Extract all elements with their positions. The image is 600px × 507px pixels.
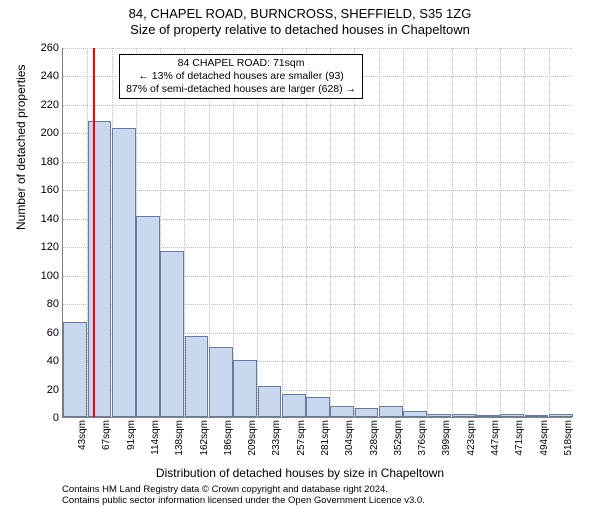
attribution-line1: Contains HM Land Registry data © Crown c… <box>62 484 425 495</box>
histogram-bar <box>403 411 427 417</box>
xtick-label: 376sqm <box>417 420 428 456</box>
histogram-bar <box>233 360 257 417</box>
gridline-v <box>427 48 428 417</box>
histogram-bar <box>379 406 403 417</box>
xtick-label: 91sqm <box>126 420 137 450</box>
ytick-label: 80 <box>47 298 59 310</box>
histogram-bar <box>500 414 524 417</box>
plot-region: 02040608010012014016018020022024026043sq… <box>62 48 572 418</box>
annotation-box: 84 CHAPEL ROAD: 71sqm← 13% of detached h… <box>119 54 363 99</box>
ytick-label: 200 <box>41 127 59 139</box>
ytick-label: 20 <box>47 384 59 396</box>
gridline-v <box>500 48 501 417</box>
annotation-line1: 84 CHAPEL ROAD: 71sqm <box>126 57 356 70</box>
gridline-v <box>330 48 331 417</box>
ytick-label: 120 <box>41 241 59 253</box>
histogram-bar <box>282 394 306 417</box>
attribution-line2: Contains public sector information licen… <box>62 495 425 506</box>
ytick-label: 60 <box>47 327 59 339</box>
histogram-bar <box>136 216 160 417</box>
chart-title-address: 84, CHAPEL ROAD, BURNCROSS, SHEFFIELD, S… <box>0 6 600 21</box>
ytick-label: 220 <box>41 99 59 111</box>
ytick-label: 100 <box>41 270 59 282</box>
gridline-h <box>63 105 572 106</box>
gridline-v <box>257 48 258 417</box>
gridline-h <box>63 133 572 134</box>
histogram-bar <box>549 414 573 417</box>
xtick-label: 281sqm <box>320 420 331 456</box>
plot-area: 02040608010012014016018020022024026043sq… <box>62 48 572 418</box>
xtick-label: 162sqm <box>199 420 210 456</box>
xtick-label: 494sqm <box>539 420 550 456</box>
histogram-bar <box>185 336 209 417</box>
ytick-label: 40 <box>47 355 59 367</box>
histogram-bar <box>452 414 476 417</box>
histogram-bar <box>160 251 184 418</box>
xtick-label: 423sqm <box>466 420 477 456</box>
gridline-v <box>354 48 355 417</box>
ytick-label: 160 <box>41 184 59 196</box>
gridline-h <box>63 162 572 163</box>
xtick-label: 304sqm <box>344 420 355 456</box>
xtick-label: 328sqm <box>369 420 380 456</box>
property-size-chart: 84, CHAPEL ROAD, BURNCROSS, SHEFFIELD, S… <box>0 0 600 500</box>
gridline-v <box>282 48 283 417</box>
annotation-line3: 87% of semi-detached houses are larger (… <box>126 83 356 96</box>
histogram-bar <box>476 415 500 417</box>
histogram-bar <box>88 121 112 417</box>
gridline-h <box>63 190 572 191</box>
xtick-label: 399sqm <box>441 420 452 456</box>
gridline-h <box>63 48 572 49</box>
xtick-label: 471sqm <box>514 420 525 456</box>
gridline-v <box>452 48 453 417</box>
xtick-label: 352sqm <box>393 420 404 456</box>
ytick-label: 180 <box>41 156 59 168</box>
histogram-bar <box>330 406 354 417</box>
xtick-label: 186sqm <box>223 420 234 456</box>
y-axis-label: Number of detached properties <box>14 65 28 230</box>
gridline-v <box>476 48 477 417</box>
gridline-v <box>379 48 380 417</box>
xtick-label: 114sqm <box>150 420 161 455</box>
histogram-bar <box>63 322 87 417</box>
attribution: Contains HM Land Registry data © Crown c… <box>62 484 425 507</box>
histogram-bar <box>258 386 282 417</box>
x-axis-label: Distribution of detached houses by size … <box>0 466 600 480</box>
xtick-label: 209sqm <box>247 420 258 456</box>
xtick-label: 447sqm <box>490 420 501 456</box>
histogram-bar <box>112 128 136 417</box>
xtick-label: 43sqm <box>77 420 88 450</box>
xtick-label: 518sqm <box>563 420 574 456</box>
chart-title-block: 84, CHAPEL ROAD, BURNCROSS, SHEFFIELD, S… <box>0 0 600 37</box>
xtick-label: 138sqm <box>174 420 185 456</box>
gridline-v <box>403 48 404 417</box>
xtick-label: 67sqm <box>101 420 112 450</box>
histogram-bar <box>525 415 549 417</box>
annotation-line2: ← 13% of detached houses are smaller (93… <box>126 70 356 83</box>
gridline-v <box>306 48 307 417</box>
xtick-label: 233sqm <box>271 420 282 456</box>
chart-subtitle: Size of property relative to detached ho… <box>0 22 600 37</box>
gridline-v <box>524 48 525 417</box>
property-marker-line <box>93 48 95 417</box>
xtick-label: 257sqm <box>296 420 307 456</box>
ytick-label: 140 <box>41 213 59 225</box>
histogram-bar <box>355 408 379 417</box>
histogram-bar <box>306 397 330 417</box>
ytick-label: 240 <box>41 70 59 82</box>
ytick-label: 0 <box>53 412 59 424</box>
histogram-bar <box>209 347 233 417</box>
gridline-v <box>549 48 550 417</box>
ytick-label: 260 <box>41 42 59 54</box>
histogram-bar <box>428 414 452 417</box>
